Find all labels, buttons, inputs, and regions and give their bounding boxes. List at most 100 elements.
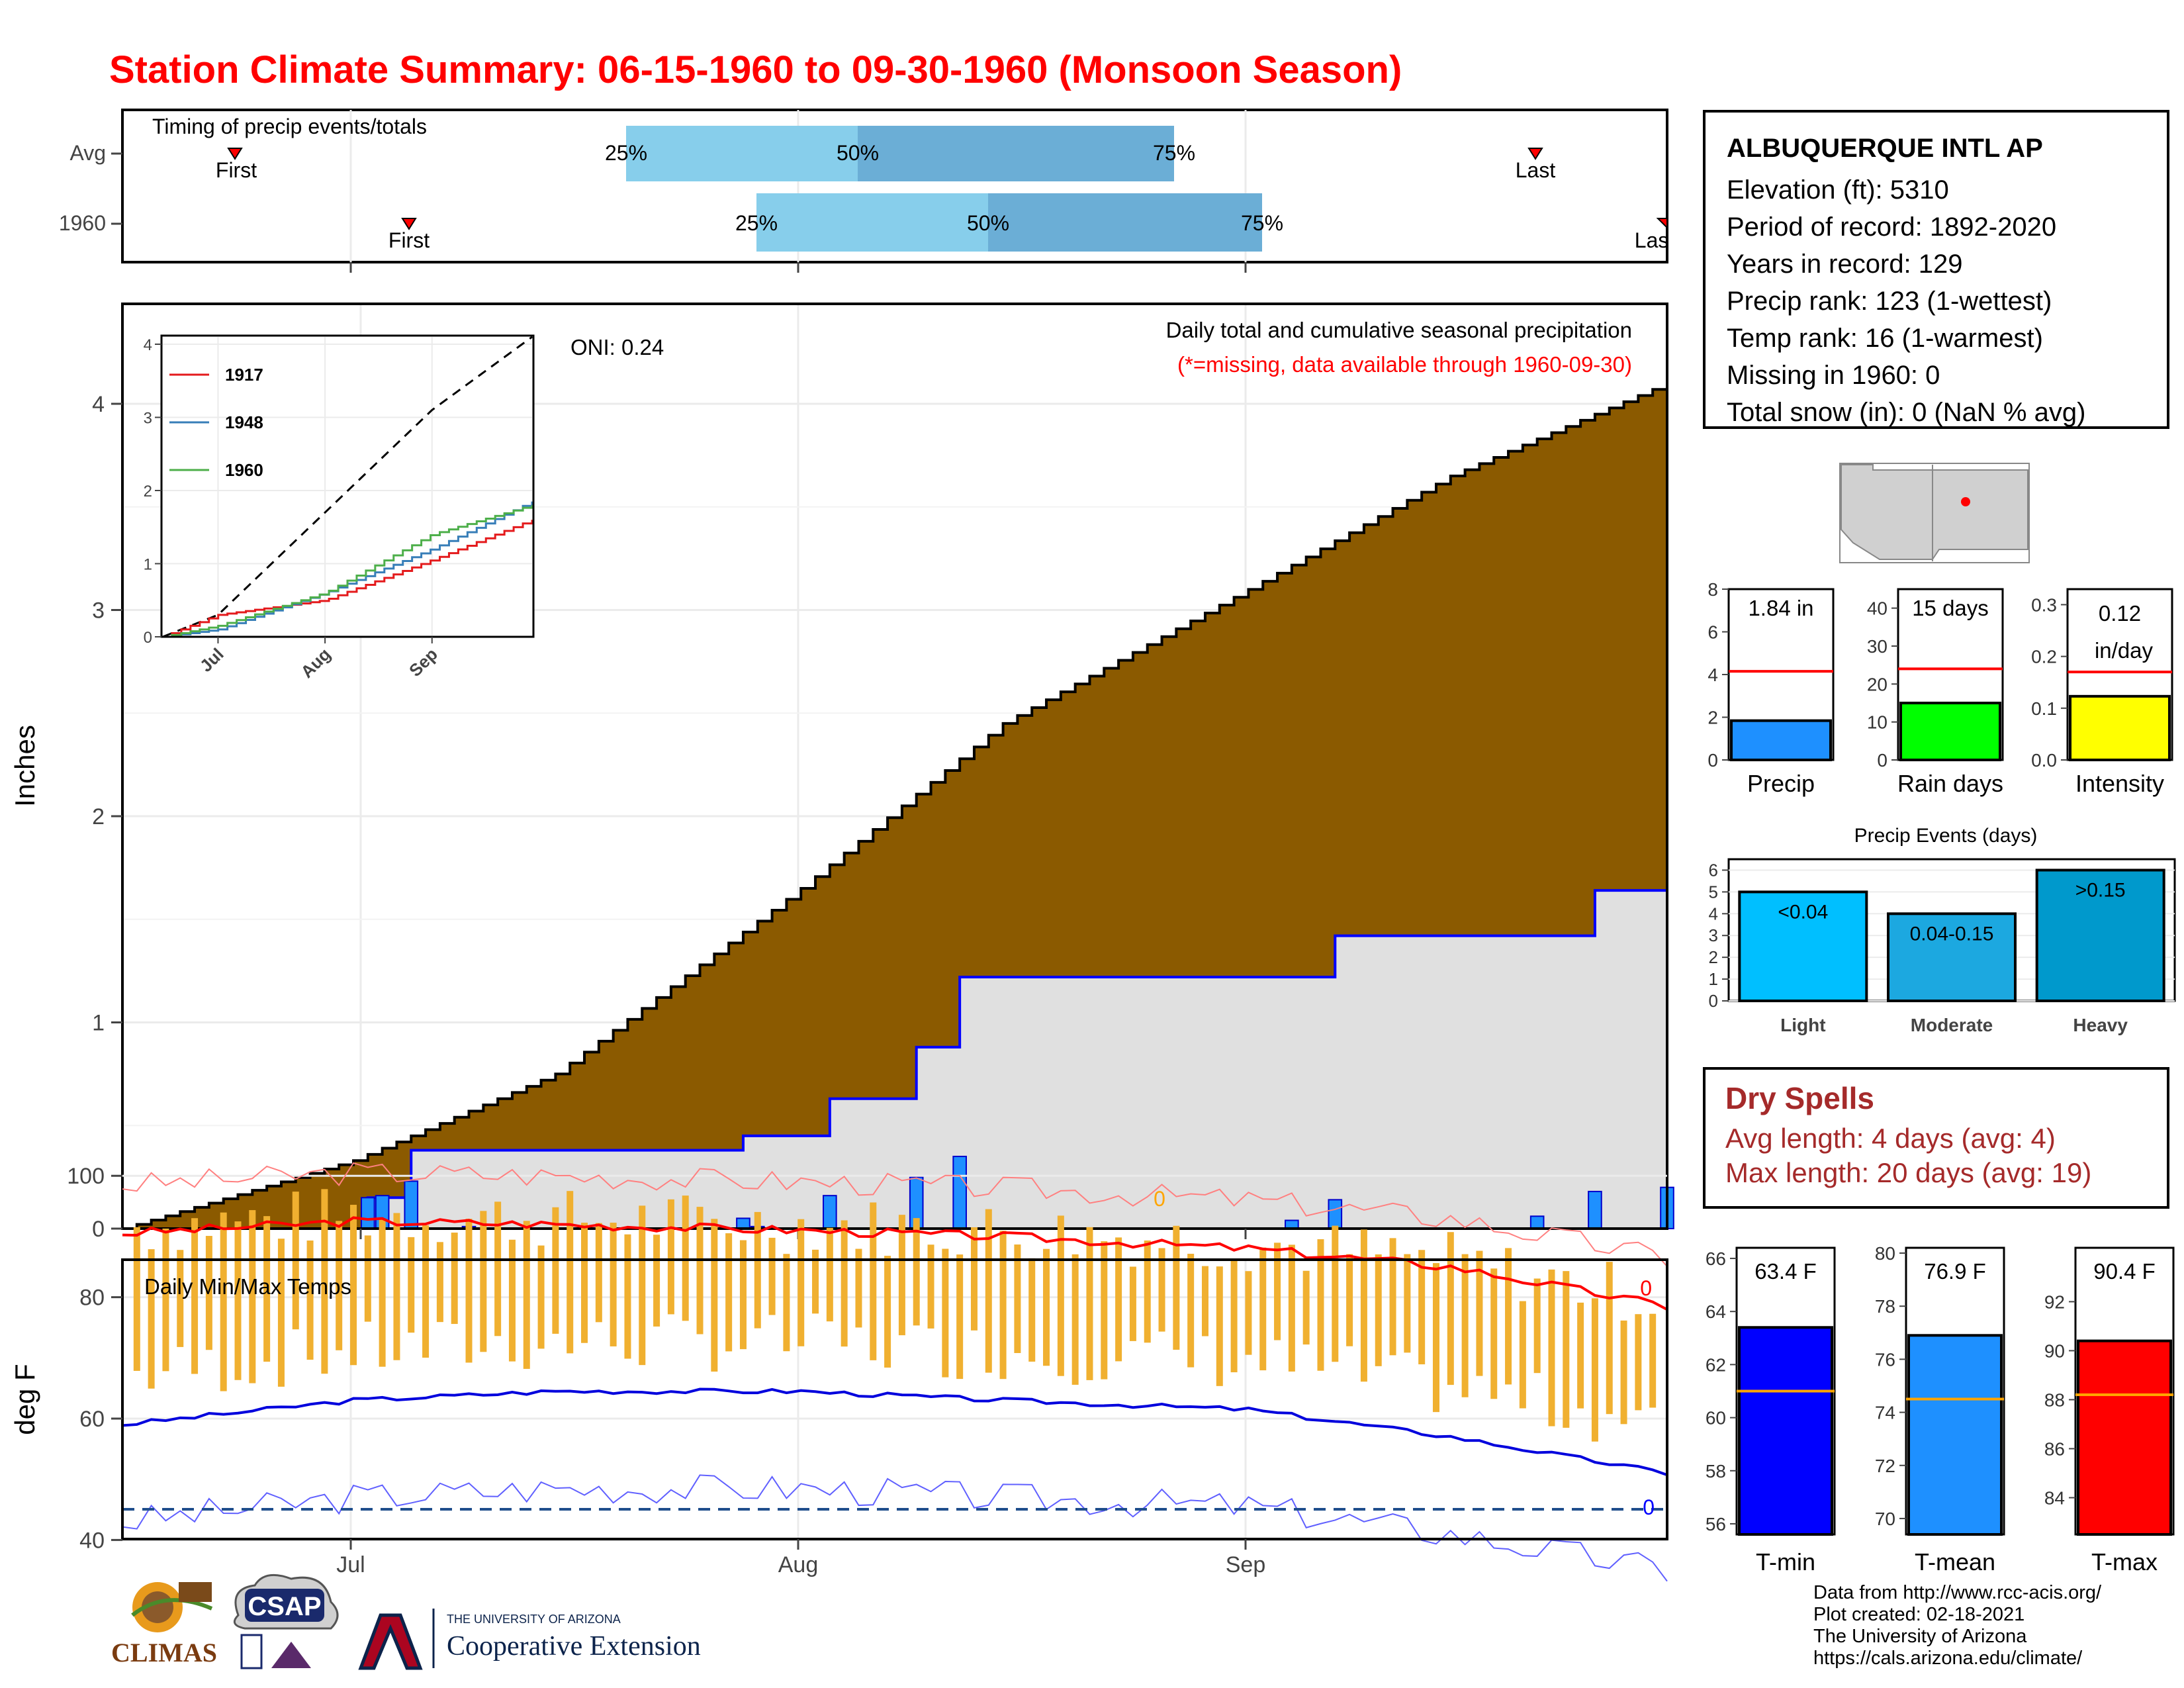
daily-precip-bar [404,1180,419,1229]
events-bar-label: 0.04-0.15 [1910,923,1994,945]
daily-temp-bar [177,1250,184,1347]
timing-title: Timing of precip events/totals [152,115,427,138]
csap-text: CSAP [248,1592,321,1621]
daily-temp-bar [1432,1263,1439,1413]
daily-temp-bar [1577,1302,1584,1409]
daily-temp-bar [754,1211,761,1329]
daily-temp-bar [1490,1268,1498,1399]
summary-temp-value: 63.4 F [1754,1259,1817,1284]
summary-temp-ytick: 62 [1706,1354,1726,1375]
daily-temp-bar [306,1241,314,1360]
events-ytick: 4 [1709,904,1718,923]
daily-temp-bar [1606,1262,1613,1415]
daily-temp-bar [956,1254,964,1380]
daily-temp-bar [1389,1238,1396,1356]
summary-temp-ytick: 80 [1875,1243,1895,1264]
daily-temp-bar [191,1218,199,1374]
daily-temp-bar [148,1249,155,1389]
summary-temp-t-min: 56 58 60 62 64 66 63.4 F T-min [1706,1246,1836,1575]
daily-temp-bar [870,1202,877,1360]
summary-temp-ytick: 64 [1706,1301,1726,1322]
daily-temp-bar [552,1207,559,1334]
daily-temp-bar [336,1221,343,1350]
station-missing: Missing in 1960: 0 [1727,361,1940,390]
daily-temp-bar [1101,1241,1108,1380]
inset-legend-label: 1917 [225,365,263,385]
events-bar [2035,868,2165,1003]
daily-temp-bar [567,1191,574,1354]
summary-temp-ytick: 70 [1875,1509,1895,1529]
summary-bar-ytick: 40 [1867,598,1888,619]
station-years: Years in record: 129 [1727,250,1963,279]
inset-legend-label: 1960 [225,460,263,480]
credit-plot-date: Plot created: 02-18-2021 [1813,1604,2025,1625]
summary-bar-label: Rain days [1897,770,2003,797]
inset-line-Avg [162,336,533,638]
daily-temp-bar [711,1219,718,1372]
daily-precip-bar [1588,1190,1602,1230]
dry-spells-title: Dry Spells [1725,1081,1874,1115]
daily-temp-bar [1533,1278,1541,1374]
daily-temp-bar [595,1223,602,1323]
daily-temp-bar [234,1221,242,1380]
summary-temp-ytick: 74 [1875,1403,1895,1423]
daily-temp-bar [884,1256,891,1368]
summary-bar-rain-days: 0 10 20 30 40 15 days Rain days [1867,588,2004,797]
station-snow: Total snow (in): 0 (NaN % avg) [1727,398,2086,427]
daily-precip-bar [361,1197,375,1230]
events-ytick: 1 [1709,969,1718,989]
timing-avg-first-marker [227,148,243,160]
events-ytick: 3 [1709,925,1718,945]
daily-temp-bar [1635,1314,1642,1411]
daily-temp-bar [768,1237,776,1315]
dry-spells-avg: Avg length: 4 days (avg: 4) [1725,1123,2056,1154]
summary-temp-ytick: 86 [2044,1438,2065,1459]
events-title: Precip Events (days) [1854,825,2038,847]
daily-temp-bar [1014,1244,1021,1354]
summary-bar-ytick: 0.1 [2031,698,2057,719]
summary-bar-intensity: 0.0 0.1 0.2 0.3 0.12 in/day Intensity [2031,588,2173,797]
inset-ytick: 2 [144,483,152,500]
dry-spells-max: Max length: 20 days (avg: 19) [1725,1157,2092,1188]
daily-temp-bar [465,1219,473,1363]
daily-temp-bar [812,1249,819,1314]
daily-temp-bar [263,1216,271,1362]
page-title: Station Climate Summary: 06-15-1960 to 0… [109,48,1402,91]
events-bar [1738,890,1868,1003]
station-info-box: ALBUQUERQUE INTL AP Elevation (ft): 5310… [1703,110,2169,429]
summary-temp-label: T-mean [1915,1548,1995,1575]
csap-logo: CSAP [233,1573,339,1669]
daily-temp-bar [1129,1266,1136,1341]
daily-temp-bar [1086,1227,1093,1380]
summary-bar-ytick: 0 [1877,750,1888,771]
temps-xtick-jul: Jul [336,1552,365,1577]
inset-ytick: 0 [144,629,152,647]
daily-temp-bar [1187,1254,1195,1368]
station-period: Period of record: 1892-2020 [1727,212,2057,242]
summary-temp-ytick: 76 [1875,1349,1895,1370]
daily-temp-bar [480,1211,487,1352]
daily-temp-bar [350,1205,357,1366]
daily-temp-bar [942,1248,949,1378]
precip-ytick: 3 [92,598,105,624]
timing-1960-50-75-bar [988,193,1262,252]
daily-temp-bar [985,1209,992,1373]
summary-bar-ytick: 0.0 [2031,750,2057,771]
summary-temp-ytick: 84 [2044,1487,2065,1508]
inset-line-1960 [163,505,533,638]
daily-temp-bar [1346,1254,1353,1346]
daily-temp-bar [220,1212,227,1391]
daily-temp-bar [1620,1320,1627,1425]
temps-ytick: 40 [79,1528,105,1553]
daily-temp-bar [725,1233,733,1352]
summary-temp-t-mean: 70 72 74 76 78 80 76.9 F T-mean [1875,1243,2005,1575]
events-category: Light [1780,1015,1825,1035]
daily-temp-bar [162,1228,169,1372]
daily-temp-bar [999,1231,1007,1380]
daily-temp-bar [1115,1237,1122,1362]
station-elevation: Elevation (ft): 5310 [1727,175,1949,205]
summary-bar-ytick: 8 [1707,579,1718,600]
